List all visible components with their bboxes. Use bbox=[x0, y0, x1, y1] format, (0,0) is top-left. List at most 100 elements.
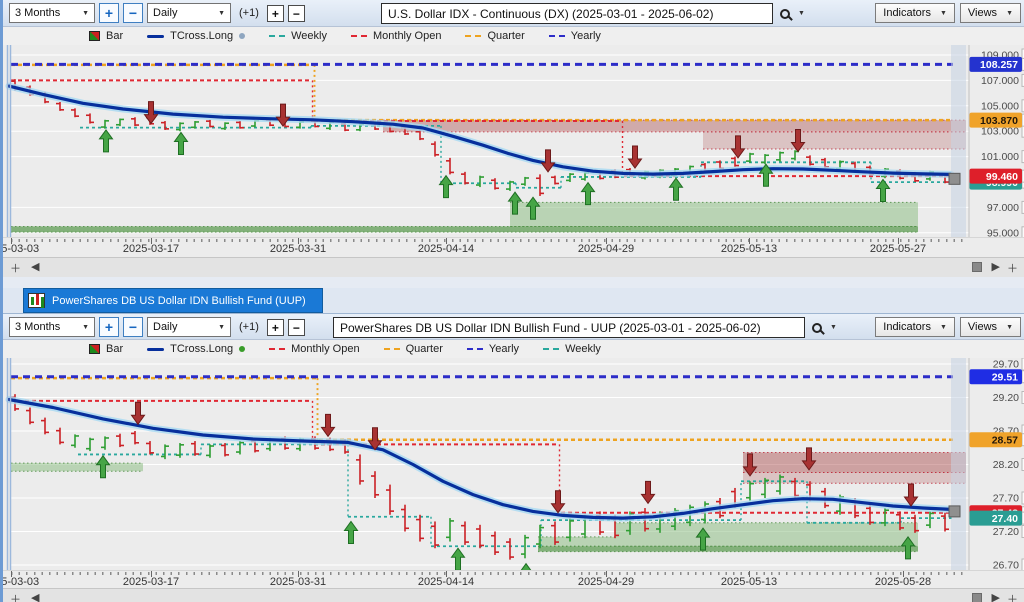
price-bar bbox=[521, 534, 529, 559]
price-bar bbox=[416, 514, 424, 542]
uup-chart[interactable]: 29.70 29.20 28.70 28.20 27.70 27.20 26.70 29.51… bbox=[3, 358, 1024, 570]
legend-item-bar[interactable]: Bar bbox=[89, 30, 123, 42]
scroll-right-icon[interactable]: ▶ bbox=[991, 261, 1000, 273]
range-select[interactable]: 3 Months ▼ bbox=[9, 317, 95, 337]
dash-swatch-icon bbox=[350, 35, 367, 37]
up-arrow bbox=[450, 547, 466, 570]
up-arrow bbox=[343, 520, 359, 544]
price-bar bbox=[746, 152, 754, 163]
add-icon[interactable]: ＋ bbox=[1007, 263, 1018, 275]
views-button[interactable]: Views ▼ bbox=[959, 317, 1021, 337]
add-icon[interactable]: ＋ bbox=[10, 594, 21, 602]
offset-label: (+1) bbox=[239, 7, 259, 19]
down-arrow bbox=[550, 490, 566, 514]
price-bar bbox=[146, 441, 154, 455]
panel-splitter[interactable] bbox=[3, 277, 1024, 288]
symbol-title-input[interactable] bbox=[381, 3, 773, 24]
offset-plus-button[interactable]: + bbox=[266, 4, 284, 22]
interval-select[interactable]: Daily ▼ bbox=[147, 3, 231, 23]
price-bar bbox=[431, 141, 439, 157]
date-tick bbox=[11, 571, 12, 577]
scroll-left-icon[interactable]: ◀ bbox=[31, 261, 40, 273]
scroll-thumb[interactable] bbox=[972, 262, 982, 272]
price-axis-label: 105.000 bbox=[981, 100, 1019, 112]
legend-item-weekly[interactable]: Weekly bbox=[543, 343, 601, 355]
dx-chart-svg[interactable]: 109.000107.000105.000103.000101.00097.00… bbox=[3, 45, 1024, 237]
uup-chart-svg[interactable]: 29.7029.2028.7028.2027.7027.2026.7029.51… bbox=[3, 358, 1024, 570]
legend-item-bar[interactable]: Bar bbox=[89, 343, 123, 355]
price-bar bbox=[521, 176, 529, 186]
price-bar bbox=[101, 436, 109, 450]
range-minus-button[interactable]: − bbox=[123, 317, 143, 337]
down-arrow bbox=[627, 145, 643, 169]
legend-item-yearly[interactable]: Yearly bbox=[466, 343, 519, 355]
legend-item-tcross-long[interactable]: TCross.Long bbox=[147, 343, 246, 355]
date-tick bbox=[903, 571, 904, 577]
legend-label: Monthly Open bbox=[372, 30, 442, 42]
legend-label: Quarter bbox=[405, 343, 443, 355]
uup-scrollbar[interactable]: ＋ ◀ ▶ ＋ bbox=[3, 588, 1024, 602]
monthly-badge-value: 99.460 bbox=[986, 171, 1018, 183]
price-bar bbox=[761, 477, 769, 498]
price-bar bbox=[161, 121, 169, 130]
support-band bbox=[538, 546, 918, 552]
price-bar bbox=[476, 175, 484, 188]
legend-item-weekly[interactable]: Weekly bbox=[269, 30, 327, 42]
tab-uup[interactable]: PowerShares DB US Dollar IDN Bullish Fun… bbox=[23, 288, 323, 313]
legend-item-quarter[interactable]: Quarter bbox=[465, 30, 525, 42]
scroll-left-icon[interactable]: ◀ bbox=[31, 592, 40, 602]
indicators-button[interactable]: Indicators ▼ bbox=[875, 3, 955, 23]
up-arrow bbox=[525, 196, 541, 220]
legend-item-tcross-long[interactable]: TCross.Long bbox=[147, 30, 246, 42]
legend-item-yearly[interactable]: Yearly bbox=[548, 30, 601, 42]
offset-plus-button[interactable]: + bbox=[266, 318, 284, 336]
range-plus-button[interactable]: + bbox=[99, 317, 119, 337]
price-bar bbox=[221, 122, 229, 130]
price-axis-label: 27.70 bbox=[993, 493, 1019, 505]
offset-minus-button[interactable]: − bbox=[287, 4, 305, 22]
down-arrow bbox=[903, 483, 919, 507]
add-icon[interactable]: ＋ bbox=[10, 263, 21, 275]
add-icon[interactable]: ＋ bbox=[1007, 594, 1018, 602]
search-button[interactable]: ▼ bbox=[780, 8, 805, 19]
legend-item-monthly-open[interactable]: Monthly Open bbox=[350, 30, 442, 42]
dx-scrollbar[interactable]: ＋ ◀ ▶ ＋ bbox=[3, 257, 1024, 277]
symbol-title-input[interactable] bbox=[333, 317, 805, 338]
quarter-badge-value: 103.870 bbox=[980, 115, 1018, 127]
last-bar-handle[interactable] bbox=[948, 505, 961, 518]
date-tick bbox=[446, 238, 447, 244]
legend-label: Bar bbox=[106, 343, 124, 355]
price-bar bbox=[881, 508, 889, 527]
legend-label: Quarter bbox=[487, 30, 525, 42]
up-arrow bbox=[900, 536, 916, 560]
date-tick bbox=[11, 238, 12, 244]
range-plus-button[interactable]: + bbox=[99, 3, 119, 23]
down-arrow bbox=[801, 447, 817, 471]
dx-date-axis: 2025-03-03 2025-03-17 2025-03-31 2025-04-14… bbox=[3, 237, 1024, 257]
scroll-thumb[interactable] bbox=[972, 593, 982, 602]
price-bar bbox=[866, 504, 874, 525]
dx-chart[interactable]: 109.000 107.000 105.000 103.000 101.000 97.00… bbox=[3, 45, 1024, 237]
price-bar bbox=[536, 524, 544, 549]
scroll-right-icon[interactable]: ▶ bbox=[991, 592, 1000, 602]
legend-item-quarter[interactable]: Quarter bbox=[383, 343, 443, 355]
range-select[interactable]: 3 Months ▼ bbox=[9, 3, 95, 23]
quarter-badge-value: 28.57 bbox=[992, 435, 1018, 447]
price-bar bbox=[176, 443, 184, 458]
price-bar bbox=[896, 511, 904, 531]
last-bar-handle[interactable] bbox=[948, 172, 961, 185]
price-bar bbox=[476, 524, 484, 549]
dash-swatch-icon bbox=[543, 348, 560, 350]
weekly-badge bbox=[969, 510, 1022, 526]
legend-item-monthly-open[interactable]: Monthly Open bbox=[269, 343, 360, 355]
price-bar bbox=[116, 433, 124, 448]
interval-select[interactable]: Daily ▼ bbox=[147, 317, 231, 337]
price-axis-label: 29.20 bbox=[993, 392, 1019, 404]
indicators-button[interactable]: Indicators ▼ bbox=[875, 317, 955, 337]
range-minus-button[interactable]: − bbox=[123, 3, 143, 23]
price-bar bbox=[506, 180, 514, 191]
search-button[interactable]: ▼ bbox=[812, 322, 837, 333]
price-bar bbox=[56, 101, 64, 111]
views-button[interactable]: Views ▼ bbox=[959, 3, 1021, 23]
offset-minus-button[interactable]: − bbox=[287, 318, 305, 336]
